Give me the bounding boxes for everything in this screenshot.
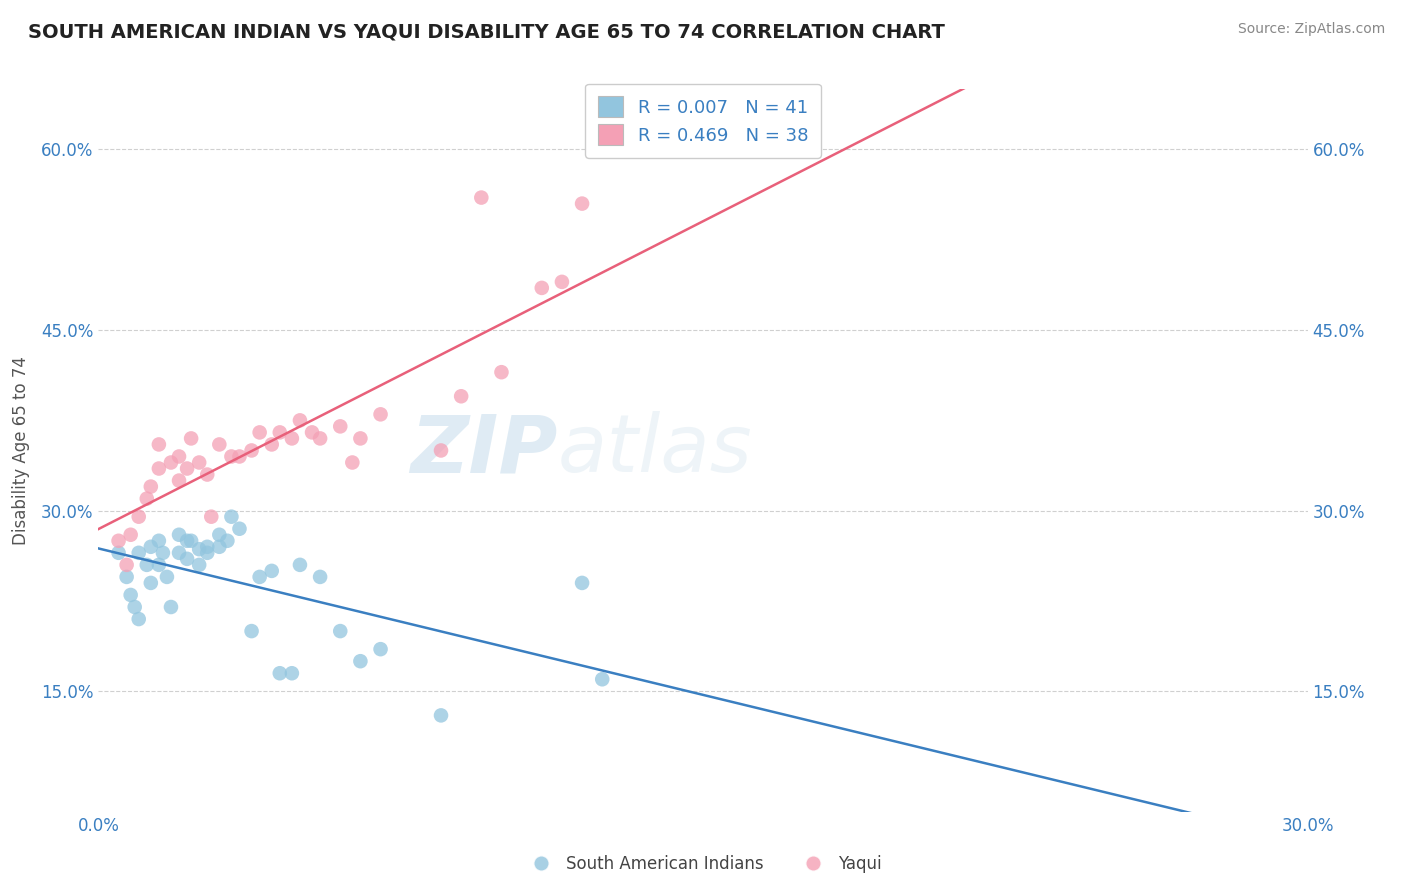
Point	[115, 570, 138, 584]
Point	[249, 425, 271, 440]
Point	[260, 564, 283, 578]
Point	[249, 570, 271, 584]
Point	[329, 624, 352, 639]
Point	[301, 425, 323, 440]
Point	[228, 450, 250, 464]
Point	[148, 461, 170, 475]
Point	[530, 281, 553, 295]
Point	[120, 527, 142, 541]
Point	[370, 407, 392, 421]
Point	[208, 437, 231, 451]
Point	[260, 437, 283, 451]
Point	[156, 570, 179, 584]
Point	[240, 443, 263, 458]
Point	[176, 461, 198, 475]
Point	[228, 522, 250, 536]
Point	[128, 546, 150, 560]
Point	[124, 600, 146, 615]
Point	[195, 467, 218, 482]
Point	[160, 455, 183, 469]
Point	[107, 546, 129, 560]
Point	[148, 533, 170, 548]
Point	[591, 673, 613, 687]
Legend: R = 0.007   N = 41, R = 0.469   N = 38: R = 0.007 N = 41, R = 0.469 N = 38	[585, 84, 821, 158]
Point	[288, 413, 311, 427]
Text: SOUTH AMERICAN INDIAN VS YAQUI DISABILITY AGE 65 TO 74 CORRELATION CHART: SOUTH AMERICAN INDIAN VS YAQUI DISABILIT…	[28, 22, 945, 41]
Point	[167, 450, 190, 464]
Point	[128, 509, 150, 524]
Point	[221, 450, 243, 464]
Point	[107, 533, 129, 548]
Point	[167, 527, 190, 541]
Point	[152, 546, 174, 560]
Point	[167, 474, 190, 488]
Point	[148, 558, 170, 572]
Y-axis label: Disability Age 65 to 74: Disability Age 65 to 74	[11, 356, 30, 545]
Point	[180, 432, 202, 446]
Point	[281, 666, 304, 681]
Point	[200, 509, 222, 524]
Point	[450, 389, 472, 403]
Point	[370, 642, 392, 657]
Point	[176, 551, 198, 566]
Text: Source: ZipAtlas.com: Source: ZipAtlas.com	[1237, 22, 1385, 37]
Point	[208, 540, 231, 554]
Point	[571, 196, 593, 211]
Point	[217, 533, 239, 548]
Point	[349, 432, 371, 446]
Point	[221, 509, 243, 524]
Point	[139, 480, 162, 494]
Point	[115, 558, 138, 572]
Point	[167, 546, 190, 560]
Point	[176, 533, 198, 548]
Point	[430, 443, 453, 458]
Point	[180, 533, 202, 548]
Point	[309, 432, 332, 446]
Text: atlas: atlas	[558, 411, 752, 490]
Point	[491, 365, 513, 379]
Point	[135, 558, 157, 572]
Point	[139, 576, 162, 591]
Point	[135, 491, 157, 506]
Point	[195, 540, 218, 554]
Point	[120, 588, 142, 602]
Point	[128, 612, 150, 626]
Point	[430, 708, 453, 723]
Point	[160, 600, 183, 615]
Point	[288, 558, 311, 572]
Point	[188, 455, 211, 469]
Point	[329, 419, 352, 434]
Point	[571, 576, 593, 591]
Point	[309, 570, 332, 584]
Legend: South American Indians, Yaqui: South American Indians, Yaqui	[517, 848, 889, 880]
Text: ZIP: ZIP	[411, 411, 558, 490]
Point	[208, 527, 231, 541]
Point	[281, 432, 304, 446]
Point	[269, 666, 291, 681]
Point	[551, 275, 574, 289]
Point	[148, 437, 170, 451]
Point	[342, 455, 364, 469]
Point	[188, 542, 211, 557]
Point	[195, 546, 218, 560]
Point	[240, 624, 263, 639]
Point	[349, 654, 371, 668]
Point	[269, 425, 291, 440]
Point	[470, 190, 492, 204]
Point	[139, 540, 162, 554]
Point	[188, 558, 211, 572]
